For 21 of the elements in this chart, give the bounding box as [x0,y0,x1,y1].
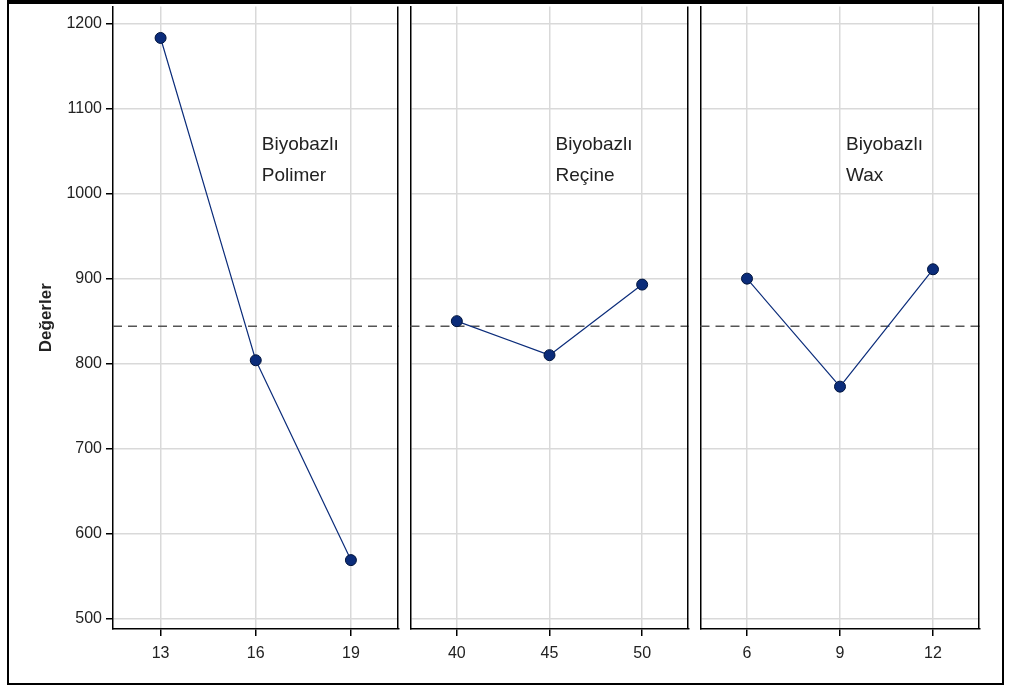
text: Biyobazlı Polimer [261,131,340,187]
y-tick-label: 700 [75,439,103,457]
y-tick-label: 800 [75,354,103,372]
y-tick-label: 1200 [66,13,103,31]
y-tick-label: 1100 [67,98,103,116]
x-tick-label: 19 [342,644,360,662]
y-tick-label: 1000 [66,184,103,201]
x-tick-label: 45 [540,644,559,662]
y-tick-label: 900 [75,269,103,287]
y-tick-label: 500 [75,609,103,627]
y-tick-label: 600 [75,524,103,542]
text: Biyobazlı Reçine [555,131,634,187]
x-tick-label: 6 [742,644,752,662]
y-axis-title: Değerler [35,282,55,353]
x-tick-label: 12 [924,644,942,662]
x-tick-label: 40 [447,644,466,662]
x-tick-label: 9 [835,644,845,662]
x-tick-label: 13 [151,644,170,662]
x-tick-label: 50 [633,644,652,662]
text: Biyobazlı Wax [846,131,925,187]
x-tick-label: 16 [246,644,265,662]
